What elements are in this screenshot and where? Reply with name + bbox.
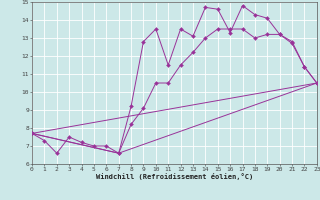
X-axis label: Windchill (Refroidissement éolien,°C): Windchill (Refroidissement éolien,°C) <box>96 173 253 180</box>
